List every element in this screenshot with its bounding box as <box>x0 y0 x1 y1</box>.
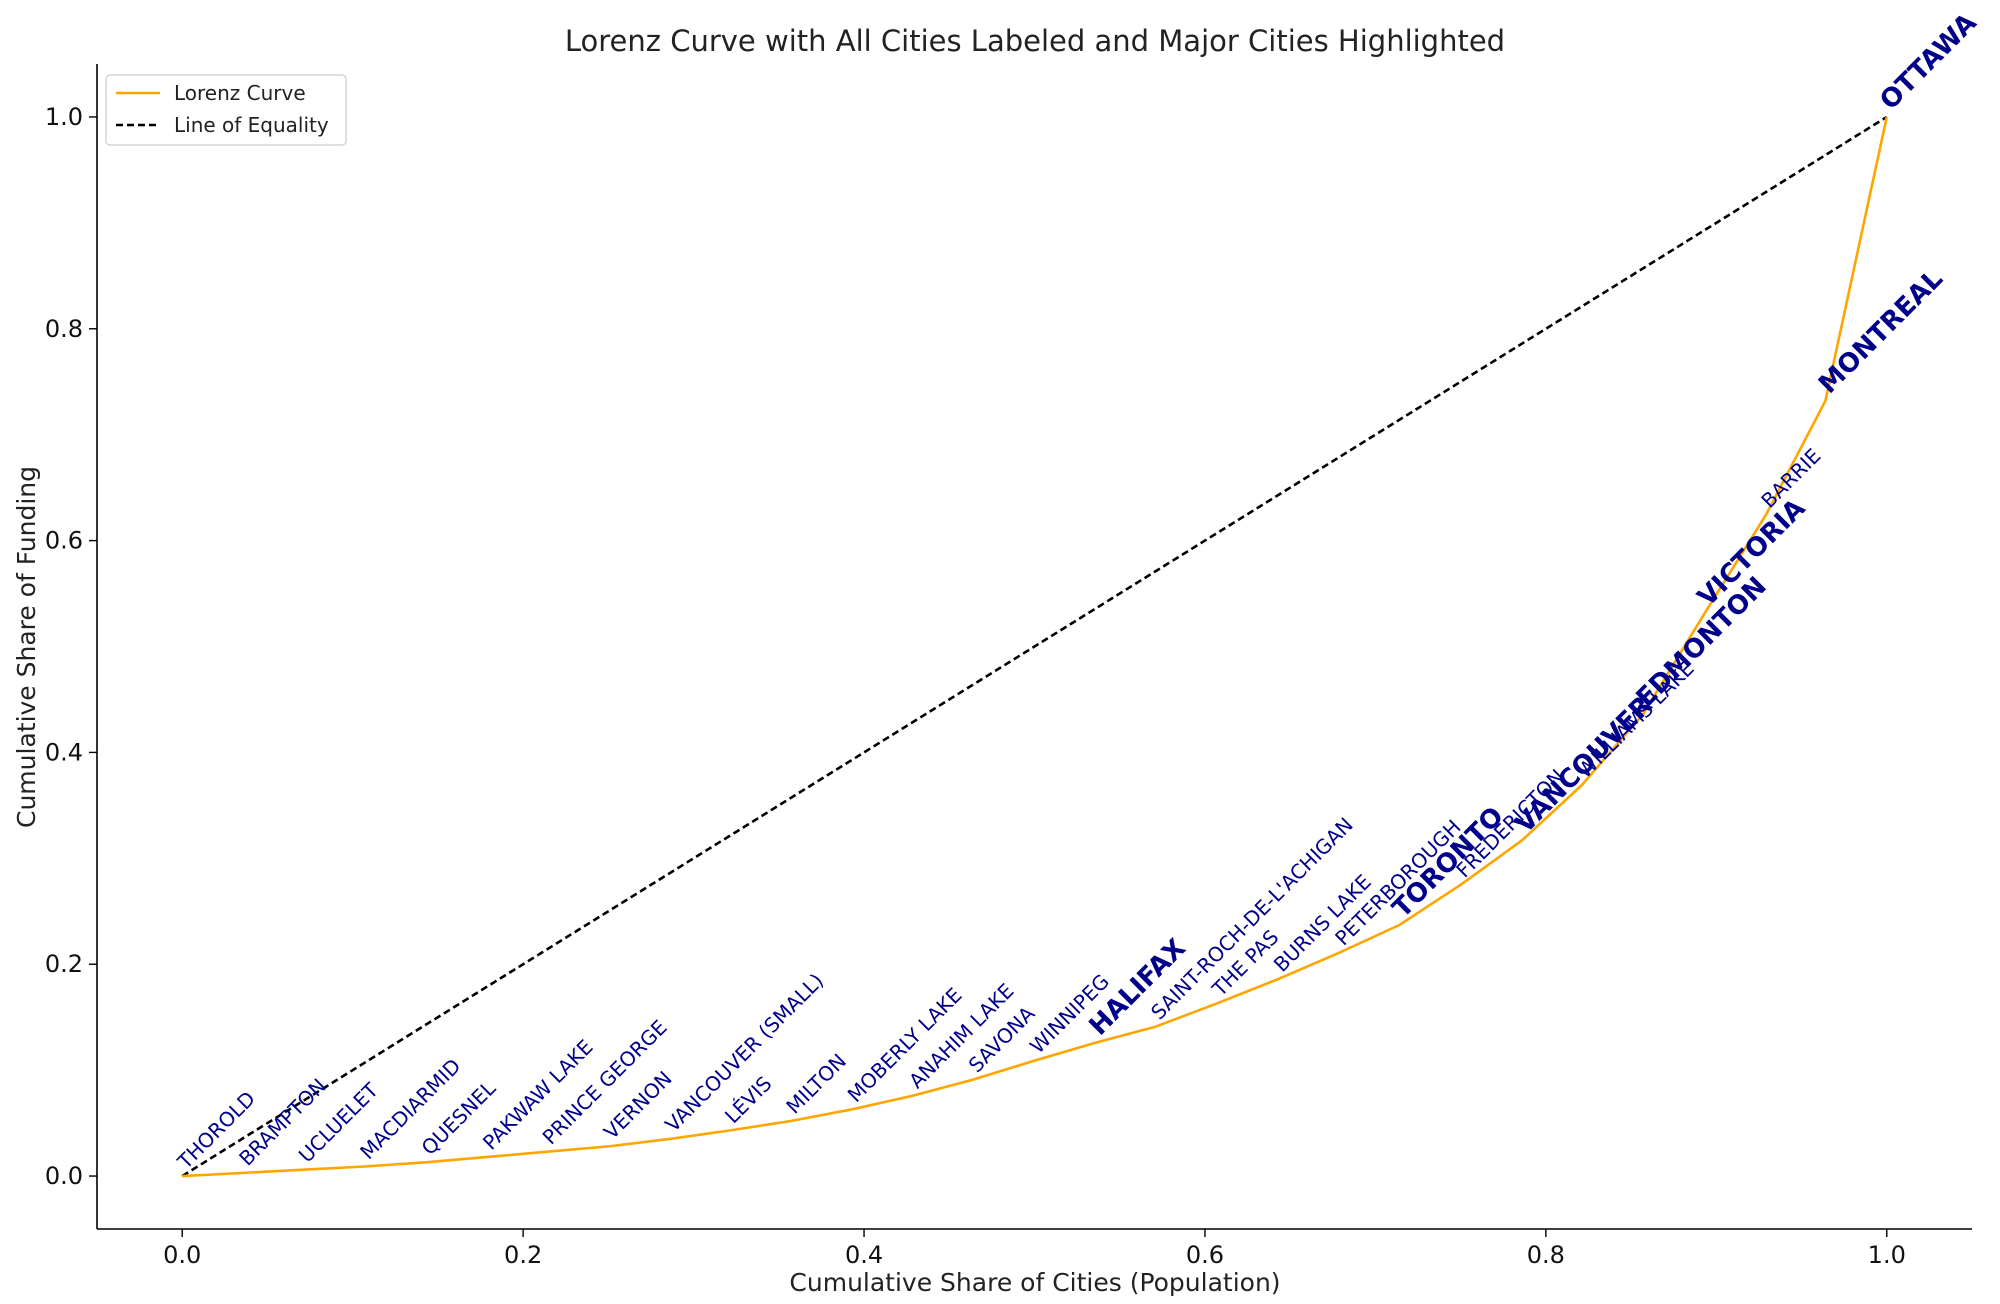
axis-ticks: 0.0 0.2 0.4 0.6 0.8 1.0 0.0 0.2 0.4 0.6 0.8 1.0 <box>45 103 1906 1269</box>
series-lorenz-curve <box>182 116 1889 1178</box>
legend: Lorenz Curve Line of Equality <box>105 74 347 146</box>
x-tick-label: 0.8 <box>1527 1241 1565 1269</box>
y-tick-label: 0.8 <box>45 315 83 343</box>
legend-label-line-of-equality: Line of Equality <box>174 113 329 137</box>
legend-box <box>105 74 347 146</box>
x-tick-label: 0.4 <box>845 1241 883 1269</box>
y-tick-label: 0.2 <box>45 950 83 978</box>
chart-title: Lorenz Curve with All Cities Labeled and… <box>565 24 1505 58</box>
x-tick-label: 0.6 <box>1186 1241 1224 1269</box>
y-tick-label: 0.6 <box>45 527 83 555</box>
x-tick-label: 0.0 <box>163 1241 201 1269</box>
x-tick-label: 1.0 <box>1868 1241 1906 1269</box>
series-layer <box>181 115 1889 1178</box>
y-tick-label: 0.4 <box>45 738 83 766</box>
y-tick-label: 0.0 <box>45 1162 83 1190</box>
x-tick-label: 0.2 <box>504 1241 542 1269</box>
series-line-of-equality <box>181 115 1888 1178</box>
x-axis-label: Cumulative Share of Cities (Population) <box>789 1268 1280 1297</box>
legend-label-lorenz-curve: Lorenz Curve <box>174 81 306 105</box>
y-tick-label: 1.0 <box>45 103 83 131</box>
y-axis-label: Cumulative Share of Funding <box>12 466 41 828</box>
